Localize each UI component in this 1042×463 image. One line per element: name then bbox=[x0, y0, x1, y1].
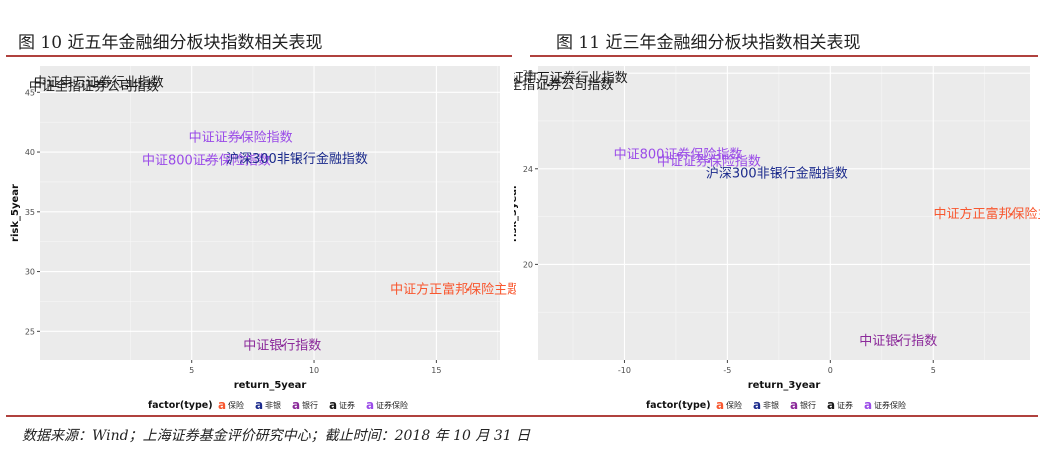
data-point-label: 中证申万证券行业指数 bbox=[34, 75, 164, 91]
legend-key-glyph: a bbox=[329, 398, 337, 412]
data-point-label: 中证银行指数 bbox=[859, 334, 937, 349]
y-tick-label: 20 bbox=[523, 260, 533, 269]
data-point bbox=[1010, 212, 1013, 216]
legend-item-label: 保险 bbox=[726, 400, 742, 410]
x-tick-label: -5 bbox=[723, 366, 731, 375]
figure-11-title: 图 11 近三年金融细分板块指数相关表现 bbox=[556, 33, 861, 53]
data-point bbox=[546, 83, 550, 87]
y-axis-label: risk_5year bbox=[10, 184, 21, 242]
data-point-label: 中证方正富邦保险主题指数 bbox=[390, 281, 516, 297]
data-point-label: 中证800证券保险指数 bbox=[614, 146, 743, 162]
data-point bbox=[205, 159, 208, 162]
y-tick-label: 45 bbox=[25, 88, 35, 97]
x-tick-label: 5 bbox=[931, 366, 936, 375]
y-tick-label: 28 bbox=[523, 69, 533, 78]
data-point bbox=[775, 172, 779, 175]
y-tick-label: 24 bbox=[523, 165, 533, 174]
data-point bbox=[97, 81, 101, 85]
y-axis-label: risk_3year bbox=[514, 184, 519, 242]
x-tick-label: 15 bbox=[431, 366, 441, 375]
legend-key-glyph: a bbox=[790, 398, 798, 412]
plot-panel bbox=[40, 66, 500, 360]
data-point-label: 中证证券保险指数 bbox=[189, 130, 293, 146]
legend-key-glyph: a bbox=[864, 398, 872, 412]
scatter-chart-3year: -10 -5 0 5 20 24 28 return_3year risk_3year 中证申万证… bbox=[514, 66, 1040, 412]
data-point bbox=[896, 339, 900, 343]
legend-key-glyph: a bbox=[255, 398, 263, 412]
data-point-label: 沪深300非银行金融指数 bbox=[226, 151, 368, 167]
title-rule-right bbox=[530, 55, 1038, 57]
data-point bbox=[466, 288, 470, 291]
legend-title: factor(type) bbox=[646, 400, 711, 411]
data-point-label: 中证申万证券行业指数 bbox=[514, 70, 628, 86]
legend-item-label: 银行 bbox=[800, 400, 816, 410]
legend-key-glyph: a bbox=[292, 398, 300, 412]
data-point-label: 中证方正富邦保险主题指数 bbox=[933, 206, 1040, 222]
legend-key-glyph: a bbox=[753, 398, 761, 412]
title-rule-left bbox=[6, 55, 512, 57]
legend-key-glyph: a bbox=[827, 398, 835, 412]
legend-key-glyph: a bbox=[218, 398, 226, 412]
data-point bbox=[676, 153, 680, 156]
data-point bbox=[561, 76, 565, 80]
legend-item-label: 证券 bbox=[339, 400, 355, 410]
plot-panel bbox=[538, 66, 1030, 360]
footer-rule bbox=[6, 415, 1038, 417]
source-note: 数据来源：Wind；上海证券基金评价研究中心；截止时间：2018 年 10 月 … bbox=[22, 428, 531, 444]
legend-item-label: 银行 bbox=[302, 400, 318, 410]
data-point-label: 中证证券保险指数 bbox=[657, 154, 761, 170]
data-point-label: 中证全指证券公司指数 bbox=[29, 78, 159, 94]
data-point bbox=[239, 136, 242, 140]
x-tick-label: 10 bbox=[309, 366, 319, 375]
x-tick-label: 5 bbox=[189, 366, 194, 375]
y-tick-label: 25 bbox=[25, 327, 35, 336]
legend-title: factor(type) bbox=[148, 400, 213, 411]
x-tick-label: 0 bbox=[828, 366, 833, 375]
data-point-label: 中证全指证券公司指数 bbox=[514, 77, 613, 93]
legend-item-label: 证券保险 bbox=[874, 400, 906, 410]
x-tick-label: -10 bbox=[618, 366, 631, 375]
legend-key-glyph: a bbox=[716, 398, 724, 412]
data-point bbox=[707, 160, 711, 163]
data-point bbox=[92, 85, 96, 88]
legend-item-label: 证券 bbox=[837, 400, 853, 410]
x-axis-label: return_3year bbox=[748, 380, 821, 391]
x-axis-label: return_5year bbox=[234, 380, 307, 391]
data-point-label: 沪深300非银行金融指数 bbox=[706, 166, 848, 182]
scatter-chart-5year: 5 10 15 25 30 35 40 45 return_5year risk_5year 中证申… bbox=[10, 66, 516, 412]
y-tick-label: 35 bbox=[25, 208, 35, 217]
legend-key-glyph: a bbox=[366, 398, 374, 412]
legend-item-label: 非银 bbox=[265, 400, 281, 410]
y-tick-label: 40 bbox=[25, 148, 35, 157]
data-point-label: 中证800证券保险指数 bbox=[142, 152, 271, 168]
y-tick-label: 30 bbox=[25, 268, 35, 277]
legend-item-label: 证券保险 bbox=[376, 400, 408, 410]
legend-item-label: 非银 bbox=[763, 400, 779, 410]
figure-10-title: 图 10 近五年金融细分板块指数相关表现 bbox=[18, 33, 323, 53]
data-point bbox=[295, 157, 299, 161]
data-point bbox=[280, 344, 284, 347]
data-point-label: 中证银行指数 bbox=[243, 339, 321, 354]
legend-item-label: 保险 bbox=[228, 400, 244, 410]
